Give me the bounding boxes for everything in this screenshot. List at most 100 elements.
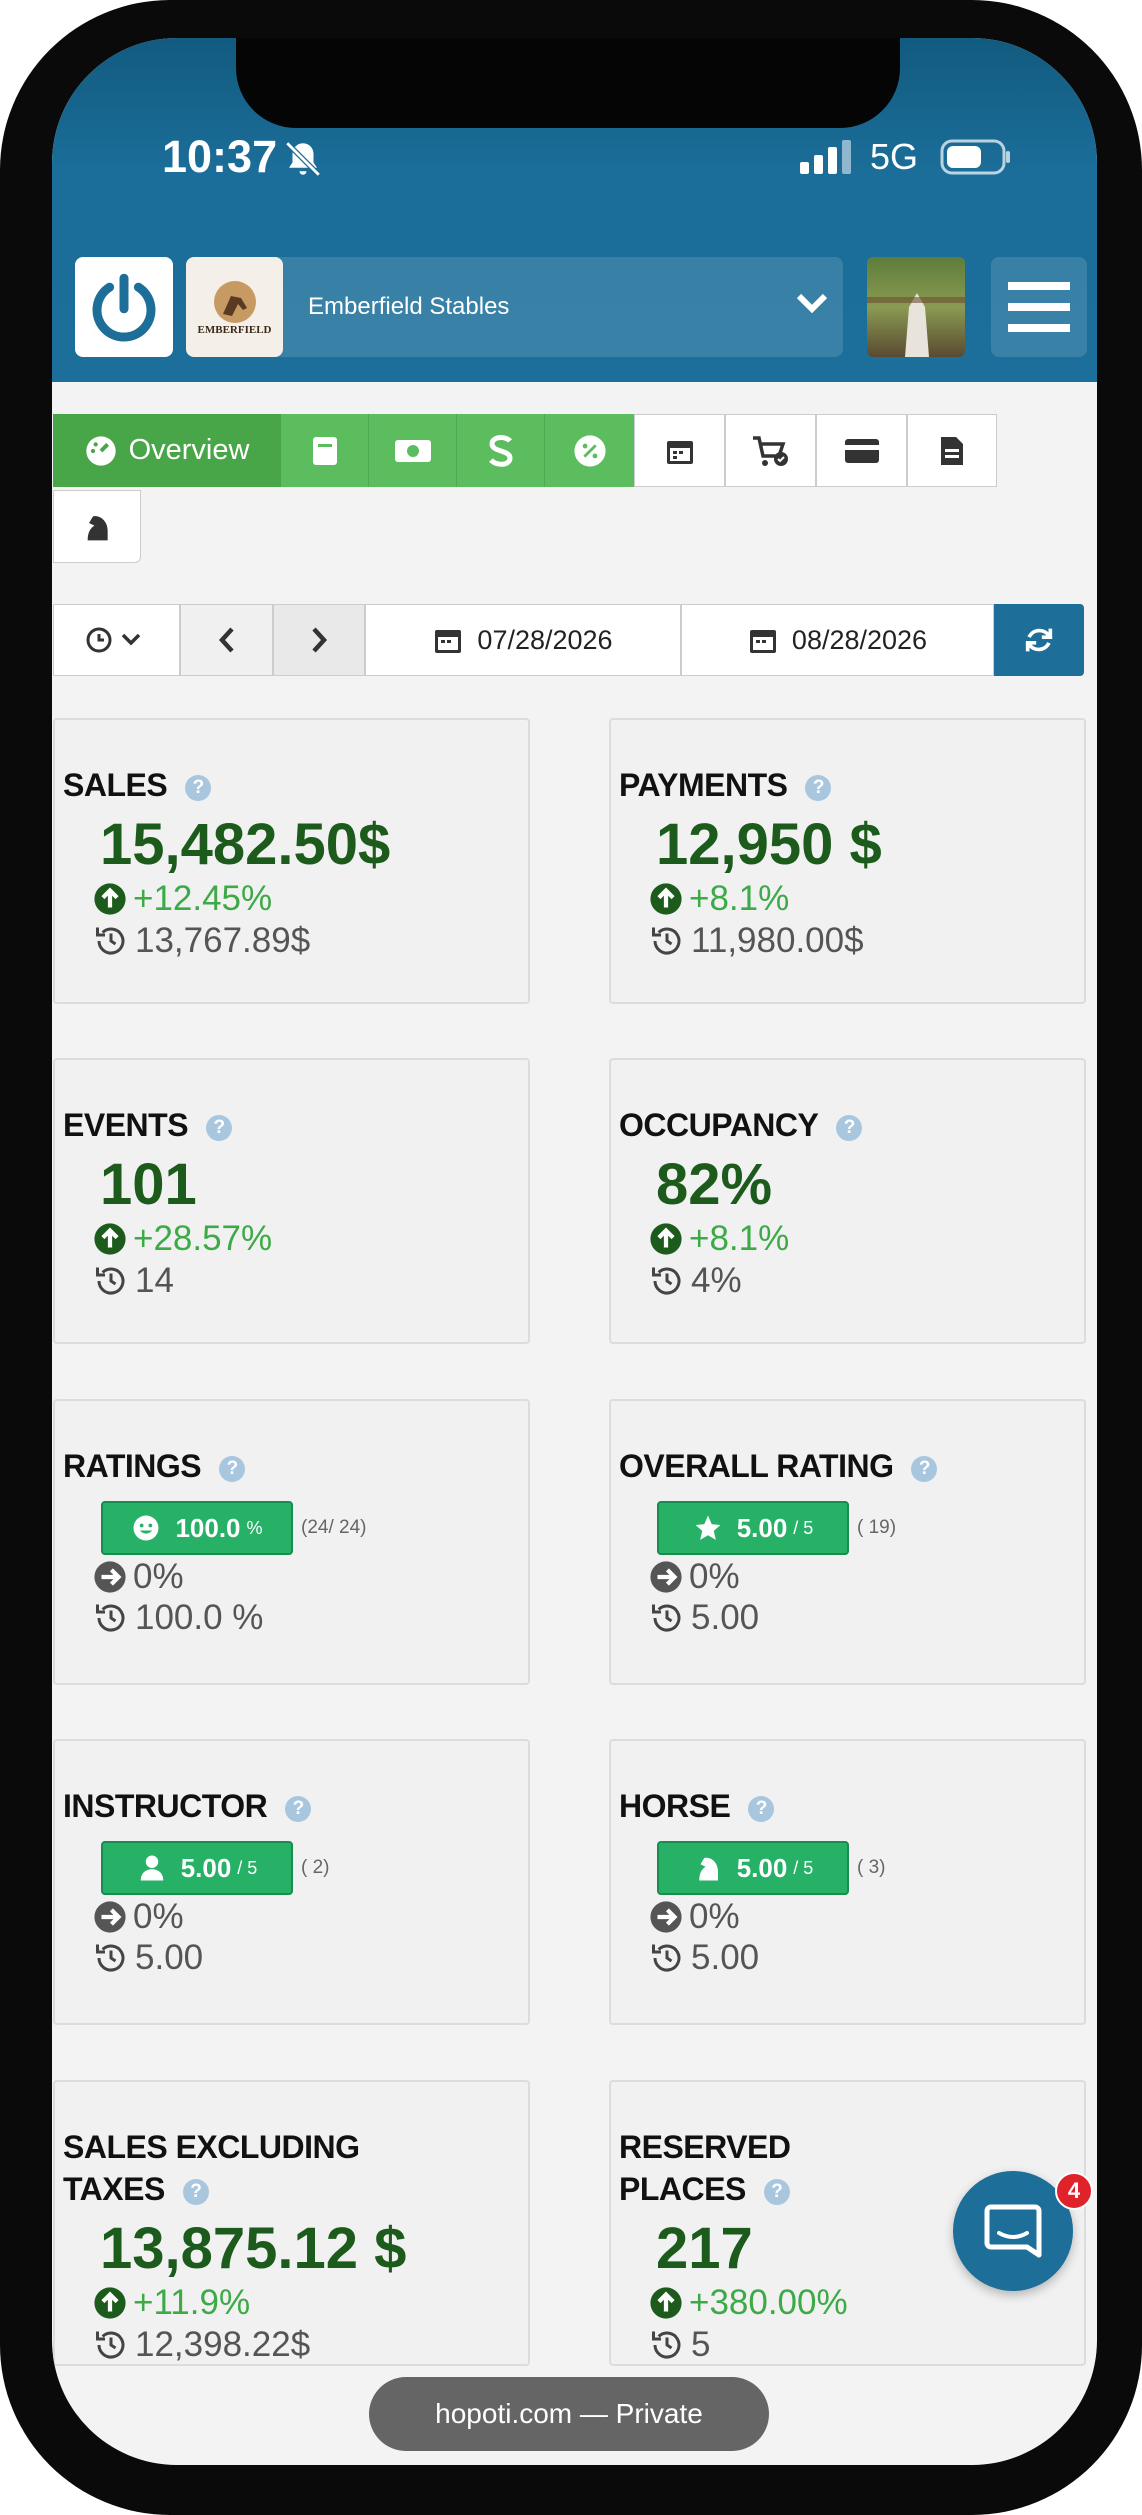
card-change: +8.1% [611, 1218, 1084, 1260]
photo-art [867, 293, 965, 357]
tab-book[interactable] [281, 414, 369, 487]
tab-card[interactable] [816, 414, 907, 487]
flat-icon [94, 1561, 126, 1593]
card-title: OVERALL RATING? [611, 1445, 999, 1487]
next-button[interactable] [273, 604, 365, 676]
tab-icon [752, 435, 788, 466]
card-change: +11.9% [55, 2282, 528, 2324]
card-previous: 5.00 [55, 1937, 528, 1979]
up-icon [650, 883, 682, 915]
kpi-card: OVERALL RATING? 5.00/ 5 ( 19) 0% 5.00 [609, 1399, 1086, 1685]
card-previous: 12,398.22$ [55, 2324, 528, 2366]
badge-row: 5.00/ 5 ( 2) [55, 1841, 528, 1895]
badge-row: 5.00/ 5 ( 3) [611, 1841, 1084, 1895]
tab-icon [394, 439, 431, 462]
browser-url-bar[interactable]: hopoti.com — Private [369, 2377, 769, 2451]
card-previous: 14 [55, 1260, 528, 1302]
tab-horse[interactable] [53, 490, 141, 563]
kpi-card: SALES EXCLUDING TAXES? 13,875.12 $ +11.9% 1… [53, 2080, 530, 2366]
tab-icon [666, 440, 693, 464]
change-text: 0% [133, 1897, 184, 1936]
rating-count: ( 19) [857, 1517, 897, 1538]
chat-button[interactable] [953, 2171, 1073, 2291]
card-change: 0% [55, 1557, 528, 1597]
help-icon: ? [285, 1796, 312, 1822]
card-title: RATINGS? [55, 1445, 443, 1487]
change-text: 0% [689, 1557, 740, 1596]
tab-icon [85, 435, 116, 466]
rating-badge: 5.00/ 5 [657, 1501, 849, 1555]
previous-text: 5.00 [691, 1938, 760, 1977]
start-date[interactable]: 07/28/2026 [365, 604, 681, 676]
badge-unit: / 5 [237, 1857, 258, 1878]
card-title: RESERVED PLACES? [611, 2126, 829, 2210]
help-icon: ? [805, 775, 832, 801]
help-icon: ? [836, 1115, 863, 1141]
card-value: 101 [100, 1152, 197, 1217]
rating-badge: 100.0% [101, 1501, 293, 1555]
tab-icon [573, 434, 606, 467]
change-text: +380.00% [689, 2283, 848, 2322]
tab-cart[interactable] [725, 414, 816, 487]
profile-photo[interactable] [867, 257, 965, 357]
previous-text: 11,980.00$ [691, 921, 864, 960]
dropdown-chevron[interactable] [795, 292, 829, 316]
card-title-text: SALES [63, 767, 168, 803]
calendar-icon [749, 630, 776, 653]
tab-dollar[interactable] [457, 414, 545, 487]
card-title: PAYMENTS? [611, 764, 999, 806]
card-value: 15,482.50$ [100, 812, 391, 877]
prev-icon [218, 627, 234, 653]
badge-value: 5.00 [736, 1852, 788, 1883]
flat-icon [650, 1561, 682, 1593]
tab-label: Overview [128, 434, 250, 466]
tab-cash[interactable] [369, 414, 457, 487]
change-text: +8.1% [689, 879, 790, 918]
kpi-card: PAYMENTS? 12,950 $ +8.1% 11,980.00$ [609, 718, 1086, 1004]
change-text: +11.9% [133, 2283, 251, 2322]
account-selector[interactable] [186, 257, 843, 357]
history-icon [652, 927, 681, 955]
refresh-button[interactable] [994, 604, 1084, 676]
badge-icon [140, 1855, 163, 1881]
rating-badge: 5.00/ 5 [657, 1841, 849, 1895]
tab-icon [312, 436, 337, 465]
tab-icon [844, 438, 879, 463]
previous-text: 14 [135, 1261, 174, 1300]
card-title: SALES? [55, 764, 443, 806]
card-change: +28.57% [55, 1218, 528, 1260]
kpi-card: INSTRUCTOR? 5.00/ 5( 2) 0% 5.00 [53, 1739, 530, 2025]
badge-unit: % [246, 1517, 263, 1538]
badge-row: 5.00/ 5 ( 19) [611, 1501, 1084, 1555]
help-icon: ? [748, 1796, 775, 1822]
rating-count: ( 3) [857, 1857, 886, 1878]
card-title: HORSE? [611, 1785, 999, 1827]
badge-value: 5.00 [180, 1852, 232, 1883]
tab-calendar[interactable] [634, 414, 725, 487]
history-icon [96, 927, 125, 955]
prev-button[interactable] [180, 604, 273, 676]
card-title-text: HORSE [619, 1788, 731, 1824]
badge-value: 5.00 [736, 1512, 788, 1543]
mute-icon [285, 141, 321, 177]
card-title-text: RESERVED PLACES [619, 2129, 791, 2207]
period-select[interactable] [53, 604, 180, 676]
up-icon [94, 883, 126, 915]
kpi-card: SALES? 15,482.50$ +12.45% 13,767.89$ [53, 718, 530, 1004]
tab-overview[interactable]: Overview [53, 414, 281, 487]
card-value: 12,950 $ [656, 812, 882, 877]
badge-icon [695, 1515, 721, 1540]
card-title-text: INSTRUCTOR [63, 1788, 268, 1824]
menu-button[interactable] [991, 257, 1087, 357]
tab-discount[interactable] [545, 414, 634, 487]
power-logo[interactable] [75, 257, 173, 357]
previous-text: 5 [691, 2325, 711, 2364]
card-title-text: OCCUPANCY [619, 1107, 819, 1143]
end-date[interactable]: 08/28/2026 [681, 604, 994, 676]
help-icon: ? [219, 1456, 246, 1482]
tab-document[interactable] [907, 414, 997, 487]
badge-unit: / 5 [793, 1857, 814, 1878]
card-change: +8.1% [611, 878, 1084, 920]
card-title: SALES EXCLUDING TAXES? [55, 2126, 443, 2210]
